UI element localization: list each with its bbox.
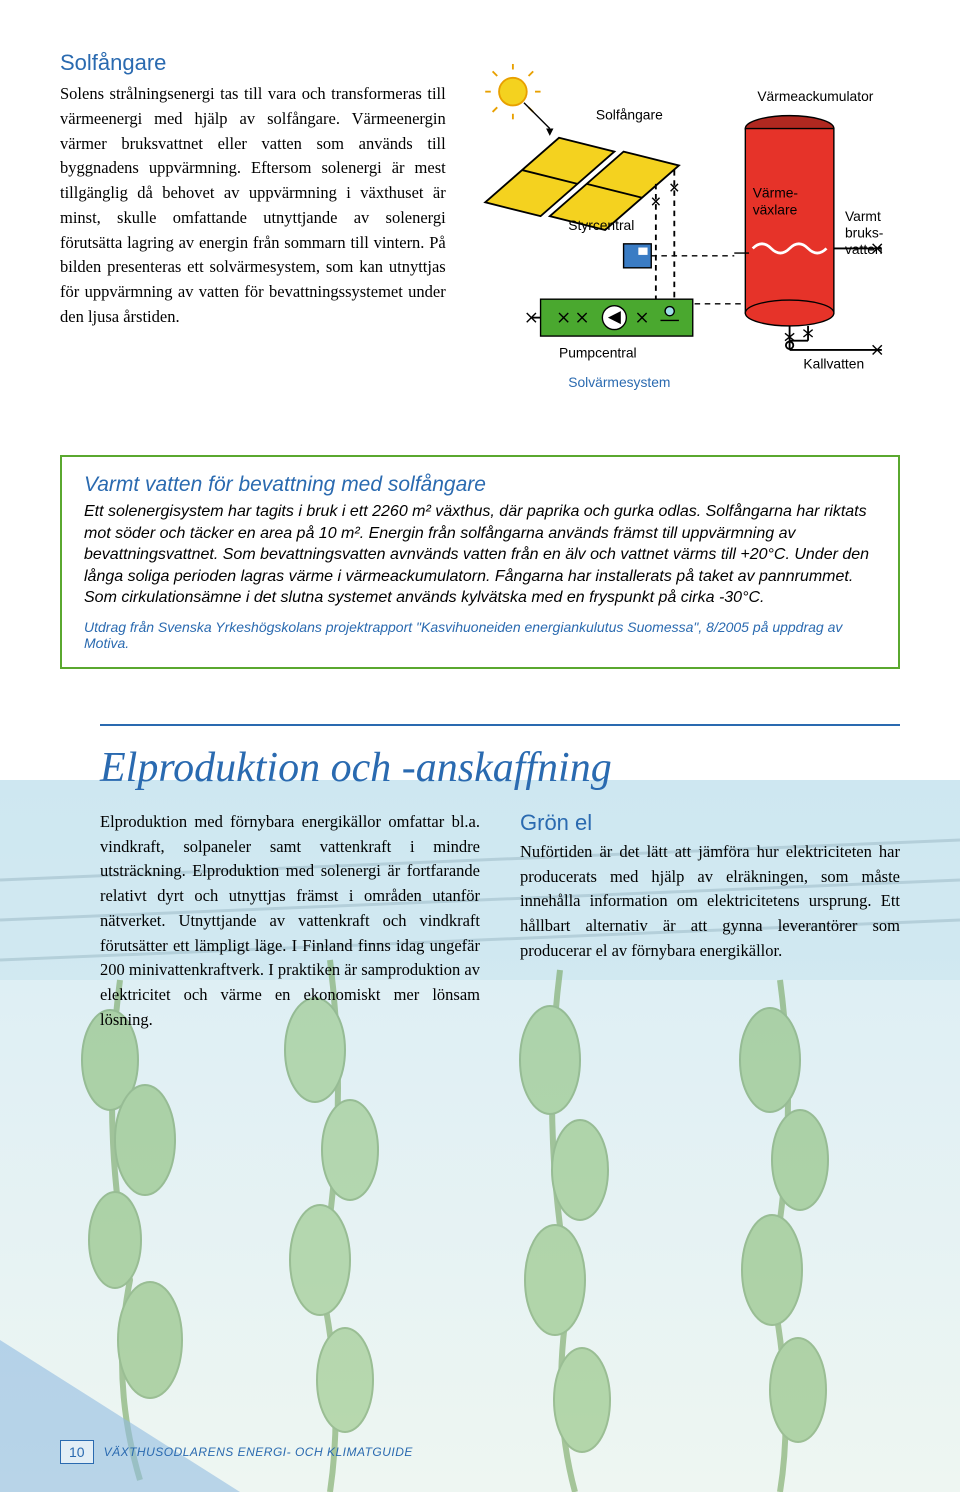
control-unit-icon [623, 244, 651, 268]
label-varmt1: Varmt [845, 208, 881, 224]
diagram-caption: Solvärmesystem [568, 374, 670, 390]
label-pumpcentral: Pumpcentral [559, 344, 637, 360]
pump-unit-icon [526, 299, 692, 336]
infobox-body: Ett solenergisystem har tagits i bruk i … [84, 501, 876, 609]
label-kallvatten: Kallvatten [803, 355, 864, 371]
sun-icon [485, 64, 553, 136]
label-solfangare: Solfångare [596, 106, 663, 122]
label-varmt3: vatten [845, 241, 883, 257]
footer-text: VÄXTHUSODLARENS ENERGI- OCH KLIMATGUIDE [104, 1445, 413, 1459]
gron-el-body: Nuförtiden är det lätt att jämföra hur e… [520, 840, 900, 964]
infobox-source: Utdrag från Svenska Yrkeshögskolans proj… [84, 619, 876, 651]
tank-icon [734, 116, 834, 326]
gron-el-title: Grön el [520, 810, 900, 836]
infobox-title: Varmt vatten för bevattning med solfånga… [84, 473, 876, 497]
label-varmeackumulator: Värmeackumulator [757, 88, 873, 104]
elproduktion-heading: Elproduktion och -anskaffning [100, 744, 900, 792]
divider-line [100, 724, 900, 726]
label-styrcentral: Styrcentral [568, 217, 634, 233]
solfangare-body: Solens strålningsenergi tas till vara oc… [60, 82, 446, 330]
page-footer: 10 VÄXTHUSODLARENS ENERGI- OCH KLIMATGUI… [60, 1440, 413, 1464]
solar-diagram: Solfångare Värmeackumulator Styrcentral … [476, 50, 900, 415]
label-varmt2: bruks- [845, 224, 883, 240]
elproduktion-col1: Elproduktion med förnybara energikällor … [100, 810, 480, 1033]
page-number: 10 [60, 1440, 94, 1464]
label-varmevaxlare2: växlare [752, 201, 797, 217]
label-varmevaxlare1: Värme- [752, 185, 797, 201]
info-box: Varmt vatten för bevattning med solfånga… [60, 455, 900, 669]
solfangare-title: Solfångare [60, 50, 446, 76]
